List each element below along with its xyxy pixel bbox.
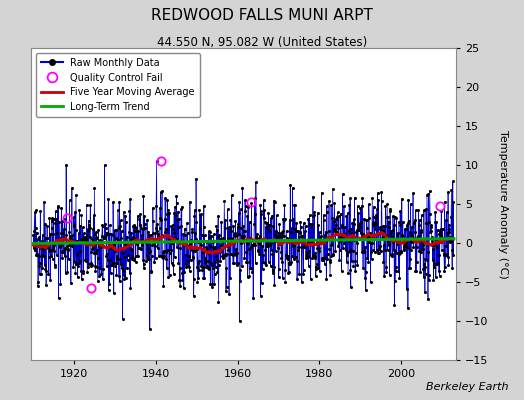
Text: 44.550 N, 95.082 W (United States): 44.550 N, 95.082 W (United States)	[157, 36, 367, 49]
Text: REDWOOD FALLS MUNI ARPT: REDWOOD FALLS MUNI ARPT	[151, 8, 373, 23]
Legend: Raw Monthly Data, Quality Control Fail, Five Year Moving Average, Long-Term Tren: Raw Monthly Data, Quality Control Fail, …	[36, 53, 200, 117]
Text: Berkeley Earth: Berkeley Earth	[426, 382, 508, 392]
Y-axis label: Temperature Anomaly (°C): Temperature Anomaly (°C)	[498, 130, 508, 278]
